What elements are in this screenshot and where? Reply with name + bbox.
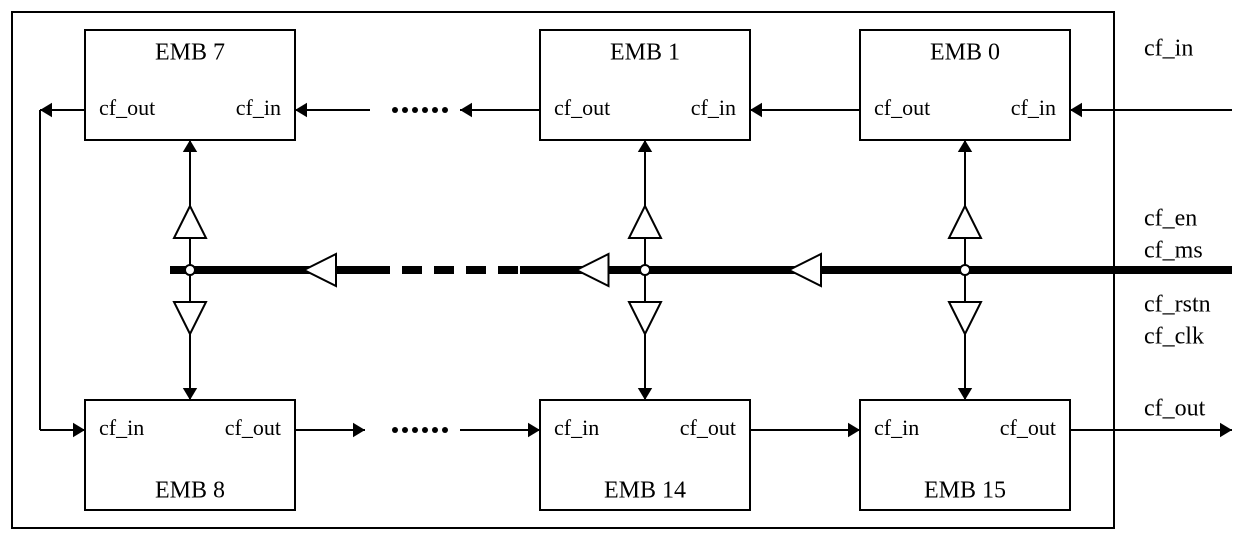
bus-tap-dot xyxy=(640,265,650,275)
port-label: cf_out xyxy=(680,415,736,440)
signal-label: cf_rstn xyxy=(1144,292,1211,318)
arrow-head xyxy=(638,388,652,400)
buffer-icon xyxy=(949,206,981,238)
port-label: cf_in xyxy=(99,415,144,440)
ellipsis-dot xyxy=(422,427,428,433)
ellipsis-dot xyxy=(432,107,438,113)
buffer-icon xyxy=(174,302,206,334)
buffer-icon xyxy=(789,254,821,286)
port-label: cf_out xyxy=(99,95,155,120)
bus-tap-dot xyxy=(185,265,195,275)
ellipsis-dot xyxy=(442,427,448,433)
arrow-head xyxy=(40,103,52,117)
buffer-icon xyxy=(629,206,661,238)
ellipsis-dot xyxy=(392,427,398,433)
ellipsis-dot xyxy=(422,107,428,113)
arrow-head xyxy=(183,388,197,400)
buffer-icon xyxy=(174,206,206,238)
arrow-head xyxy=(353,423,365,437)
ellipsis-dot xyxy=(402,107,408,113)
arrow-head xyxy=(958,140,972,152)
block-title: EMB 15 xyxy=(924,478,1006,504)
ellipsis-dot xyxy=(432,427,438,433)
buffer-icon xyxy=(629,302,661,334)
signal-label: cf_out xyxy=(1144,396,1206,422)
block-title: EMB 14 xyxy=(604,478,686,504)
arrow-head xyxy=(638,140,652,152)
port-label: cf_in xyxy=(874,415,919,440)
ellipsis-dot xyxy=(402,427,408,433)
port-label: cf_out xyxy=(874,95,930,120)
ellipsis-dot xyxy=(412,427,418,433)
arrow-head xyxy=(528,423,540,437)
port-label: cf_out xyxy=(1000,415,1056,440)
arrow-head xyxy=(295,103,307,117)
block-title: EMB 0 xyxy=(930,40,1000,66)
arrow-head xyxy=(73,423,85,437)
port-label: cf_in xyxy=(691,95,736,120)
signal-label: cf_en xyxy=(1144,206,1197,232)
block-title: EMB 1 xyxy=(610,40,680,66)
buffer-icon xyxy=(577,254,609,286)
signal-label: cf_clk xyxy=(1144,324,1204,350)
ellipsis-dot xyxy=(392,107,398,113)
arrow-head xyxy=(958,388,972,400)
port-label: cf_out xyxy=(225,415,281,440)
port-label: cf_in xyxy=(554,415,599,440)
buffer-icon xyxy=(304,254,336,286)
ellipsis-dot xyxy=(412,107,418,113)
port-label: cf_in xyxy=(236,95,281,120)
block-title: EMB 8 xyxy=(155,478,225,504)
arrow-head xyxy=(460,103,472,117)
arrow-head xyxy=(183,140,197,152)
arrow-head xyxy=(750,103,762,117)
arrow-head xyxy=(848,423,860,437)
buffer-icon xyxy=(949,302,981,334)
arrow-head xyxy=(1070,103,1082,117)
block-title: EMB 7 xyxy=(155,40,225,66)
bus-tap-dot xyxy=(960,265,970,275)
signal-label: cf_in xyxy=(1144,36,1193,62)
port-label: cf_out xyxy=(554,95,610,120)
arrow-head xyxy=(1220,423,1232,437)
signal-label: cf_ms xyxy=(1144,238,1203,264)
ellipsis-dot xyxy=(442,107,448,113)
port-label: cf_in xyxy=(1011,95,1056,120)
